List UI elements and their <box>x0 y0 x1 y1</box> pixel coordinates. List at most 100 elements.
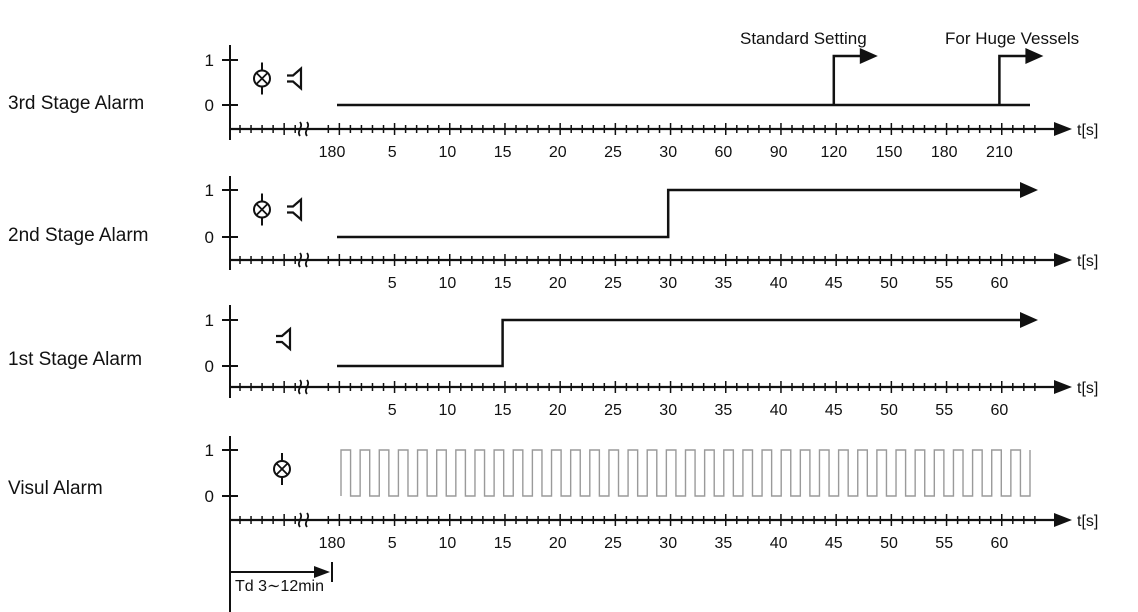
stage1-tick-label: 30 <box>659 275 677 292</box>
horn-body <box>276 326 292 352</box>
stage0-standard-step <box>832 54 862 105</box>
stage1-level1-label: 1 <box>205 181 214 200</box>
stage3-unit-label: t[s] <box>1077 513 1098 530</box>
delay-arrow <box>314 566 330 578</box>
stage1-tick-label: 55 <box>935 275 953 292</box>
stage3-tick-label: 10 <box>439 535 457 552</box>
stage3-tick-label: 50 <box>880 535 898 552</box>
stage2-tick-label: 50 <box>880 402 898 419</box>
stage0-tick-label: 20 <box>549 144 567 161</box>
stage3-tick-label: 55 <box>935 535 953 552</box>
stage3-tick-label: 180 <box>319 535 346 552</box>
stage3-time-axis-arrow <box>1054 513 1072 527</box>
stage1-horn-icon <box>287 197 303 222</box>
stage2-tick-label: 15 <box>494 402 512 419</box>
stage3-tick-label: 40 <box>770 535 788 552</box>
stage3-pulse-signal <box>340 449 1031 497</box>
stage2-signal-arrow <box>1020 312 1038 328</box>
stage0-tick-label: 5 <box>388 144 397 161</box>
horn-body <box>287 66 303 91</box>
stage2-tick-label: 60 <box>991 402 1009 419</box>
stage3-tick-label: 30 <box>659 535 677 552</box>
stage2-tick-label: 30 <box>659 402 677 419</box>
stage0-lamp-icon <box>253 62 271 95</box>
stage2-tick-label: 40 <box>770 402 788 419</box>
stage1-axis-break-a <box>297 252 303 268</box>
stage3-tick-label: 60 <box>991 535 1009 552</box>
visual-alarm-label: Visul Alarm <box>8 478 103 499</box>
stage0-standard-arrow <box>859 48 878 64</box>
stage3-label: 3rd Stage Alarm <box>8 93 144 114</box>
stage1-tick-label: 25 <box>604 275 622 292</box>
stage1-tick-label: 40 <box>770 275 788 292</box>
huge-vessels-annotation: For Huge Vessels <box>945 29 1079 48</box>
stage0-axis-break-b <box>304 121 310 137</box>
stage0-tick-label: 15 <box>494 144 512 161</box>
stage0-tick-label: 25 <box>604 144 622 161</box>
stage3-tick-label: 35 <box>715 535 733 552</box>
stage1-unit-label: t[s] <box>1077 253 1098 270</box>
stage0-tick-label: 30 <box>659 144 677 161</box>
stage0-tick-label: 150 <box>876 144 903 161</box>
stage2-axis-break-a <box>297 379 303 395</box>
stage1-signal-step <box>337 188 1022 239</box>
lamp-cross-b <box>255 72 269 85</box>
stage1-tick-label: 45 <box>825 275 843 292</box>
stage0-tick-label: 60 <box>715 144 733 161</box>
stage0-time-axis-arrow <box>1054 122 1072 136</box>
stage2-signal-step <box>337 318 1022 368</box>
stage0-tick-label: 180 <box>931 144 958 161</box>
stage0-level0-label: 0 <box>205 96 214 115</box>
stage2-tick-label: 20 <box>549 402 567 419</box>
stage3-tick-label: 15 <box>494 535 512 552</box>
stage1-axis-break-b <box>304 252 310 268</box>
stage0-tick-label: 120 <box>820 144 847 161</box>
stage1-tick-label: 50 <box>880 275 898 292</box>
diagram-graphics: 10t[s]180 5 10 15 20 25 30 60 90 120 150 180 21010t[… <box>205 45 1098 612</box>
stage2-tick-label: 55 <box>935 402 953 419</box>
stage0-tick-label: 180 <box>319 144 346 161</box>
stage0-tick-label: 210 <box>986 144 1013 161</box>
stage0-huge-step <box>998 54 1028 105</box>
lamp-cross-b <box>255 203 269 216</box>
stage2-tick-label: 10 <box>439 402 457 419</box>
stage2-level0-label: 0 <box>205 357 214 376</box>
horn-body <box>287 197 303 222</box>
stage0-horn-icon <box>287 66 303 91</box>
stage0-tick-label: 90 <box>770 144 788 161</box>
stage2-tick-label: 45 <box>825 402 843 419</box>
stage3-tick-label: 5 <box>388 535 397 552</box>
stage3-tick-label: 20 <box>549 535 567 552</box>
stage1-tick-label: 60 <box>991 275 1009 292</box>
lamp-cross-b <box>275 462 289 476</box>
stage2-level1-label: 1 <box>205 311 214 330</box>
stage1-signal-arrow <box>1020 182 1038 198</box>
stage2-horn-icon <box>276 326 292 352</box>
stage0-unit-label: t[s] <box>1077 122 1098 139</box>
stage2-tick-label: 5 <box>388 402 397 419</box>
stage3-axis-break-a <box>297 512 303 528</box>
stage1-tick-label: 10 <box>439 275 457 292</box>
stage0-level1-label: 1 <box>205 51 214 70</box>
stage3-level0-label: 0 <box>205 487 214 506</box>
stage3-lamp-icon <box>273 453 291 485</box>
stage1-tick-label: 35 <box>715 275 733 292</box>
stage1-label: 1st Stage Alarm <box>8 349 142 370</box>
stage2-time-axis-arrow <box>1054 380 1072 394</box>
stage1-tick-label: 20 <box>549 275 567 292</box>
stage0-huge-arrow <box>1025 48 1044 64</box>
stage1-level0-label: 0 <box>205 228 214 247</box>
stage1-tick-label: 15 <box>494 275 512 292</box>
stage3-tick-label: 45 <box>825 535 843 552</box>
delay-label: Td 3∼12min <box>235 578 324 595</box>
stage3-tick-label: 25 <box>604 535 622 552</box>
stage1-lamp-icon <box>253 193 271 226</box>
stage2-unit-label: t[s] <box>1077 380 1098 397</box>
stage3-level1-label: 1 <box>205 441 214 460</box>
stage3-axis-break-b <box>304 512 310 528</box>
stage2-tick-label: 35 <box>715 402 733 419</box>
stage0-axis-break-a <box>297 121 303 137</box>
stage1-tick-label: 5 <box>388 275 397 292</box>
stage1-time-axis-arrow <box>1054 253 1072 267</box>
